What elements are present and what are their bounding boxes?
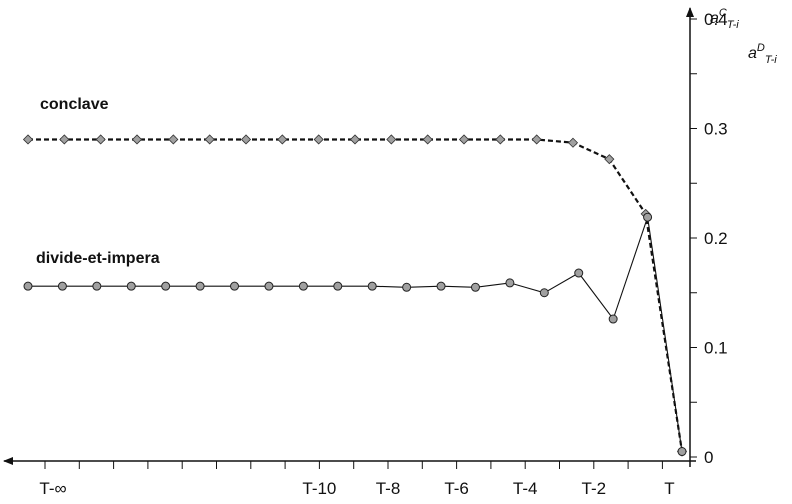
series-label-conclave: conclave: [40, 96, 109, 113]
point-conclave: [59, 134, 70, 145]
point-conclave: [531, 134, 542, 145]
labels: conclave divide-et-impera aCT-i aDT-i: [36, 7, 777, 267]
series-label-divide-et-impera: divide-et-impera: [36, 250, 160, 267]
point-divide-et-impera: [195, 281, 205, 291]
point-divide-et-impera: [539, 288, 549, 298]
point-conclave: [349, 134, 361, 145]
point-conclave: [495, 134, 506, 145]
y-tick-label: 0.3: [704, 120, 728, 139]
point-divide-et-impera: [574, 268, 584, 278]
x-tick-label: T-10: [302, 479, 336, 498]
point-conclave: [604, 154, 615, 165]
x-tick-label: T: [664, 479, 674, 498]
x-tick-label: T-8: [376, 479, 401, 498]
point-conclave: [386, 134, 397, 145]
point-conclave: [240, 134, 252, 145]
point-divide-et-impera: [402, 282, 412, 292]
y-axis-label-second: aDT-i: [748, 42, 777, 66]
point-conclave: [22, 134, 34, 145]
point-conclave: [168, 134, 179, 145]
point-conclave: [567, 137, 579, 148]
point-divide-et-impera: [298, 281, 308, 291]
axes: T-∞ T-10 T-8 T-6 T-4 T-2 T 0 0.1 0.2 0.3 0.4: [3, 7, 728, 498]
point-divide-et-impera: [161, 281, 171, 291]
x-tick-label: T-2: [582, 479, 607, 498]
point-divide-et-impera: [608, 314, 618, 324]
point-divide-et-impera: [23, 281, 33, 291]
x-tick-label: T-4: [513, 479, 538, 498]
point-divide-et-impera: [436, 281, 446, 291]
point-divide-et-impera: [333, 281, 343, 291]
point-divide-et-impera: [470, 282, 480, 292]
point-conclave: [422, 134, 433, 145]
y-tick-label: 0.4: [704, 10, 728, 29]
y-tick-label: 0: [704, 448, 713, 467]
point-divide-et-impera: [92, 281, 102, 291]
series-layer: [22, 134, 688, 457]
x-tick-label: T-∞: [39, 479, 66, 498]
point-conclave: [277, 134, 288, 145]
y-tick-label: 0.1: [704, 339, 728, 358]
x-tick-label: T-6: [444, 479, 469, 498]
point-divide-et-impera: [677, 447, 687, 457]
point-conclave: [204, 134, 215, 145]
point-divide-et-impera: [57, 281, 67, 291]
point-divide-et-impera: [264, 281, 274, 291]
point-conclave: [95, 134, 106, 145]
point-conclave: [313, 134, 324, 145]
point-conclave: [131, 134, 143, 145]
point-divide-et-impera: [367, 281, 377, 291]
point-conclave: [458, 134, 470, 145]
point-divide-et-impera: [643, 212, 653, 222]
point-divide-et-impera: [505, 278, 515, 288]
series-line-conclave: [28, 138, 684, 452]
series-line-divide-et-impera: [28, 217, 683, 452]
y-tick-label: 0.2: [704, 229, 728, 248]
point-divide-et-impera: [230, 281, 240, 291]
point-divide-et-impera: [126, 281, 136, 291]
y-axis-label-top: aCT-i: [710, 7, 739, 31]
